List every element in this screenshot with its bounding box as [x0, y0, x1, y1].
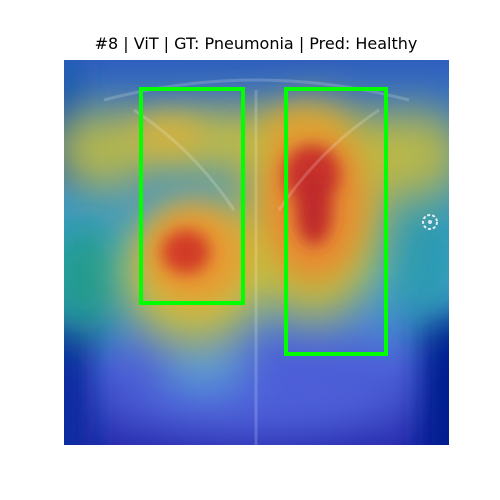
figure-title: #8 | ViT | GT: Pneumonia | Pred: Healthy	[94, 34, 418, 53]
bounding-box-left	[139, 87, 245, 305]
bounding-box-right	[284, 87, 388, 356]
xray-heatmap-image	[64, 60, 449, 445]
